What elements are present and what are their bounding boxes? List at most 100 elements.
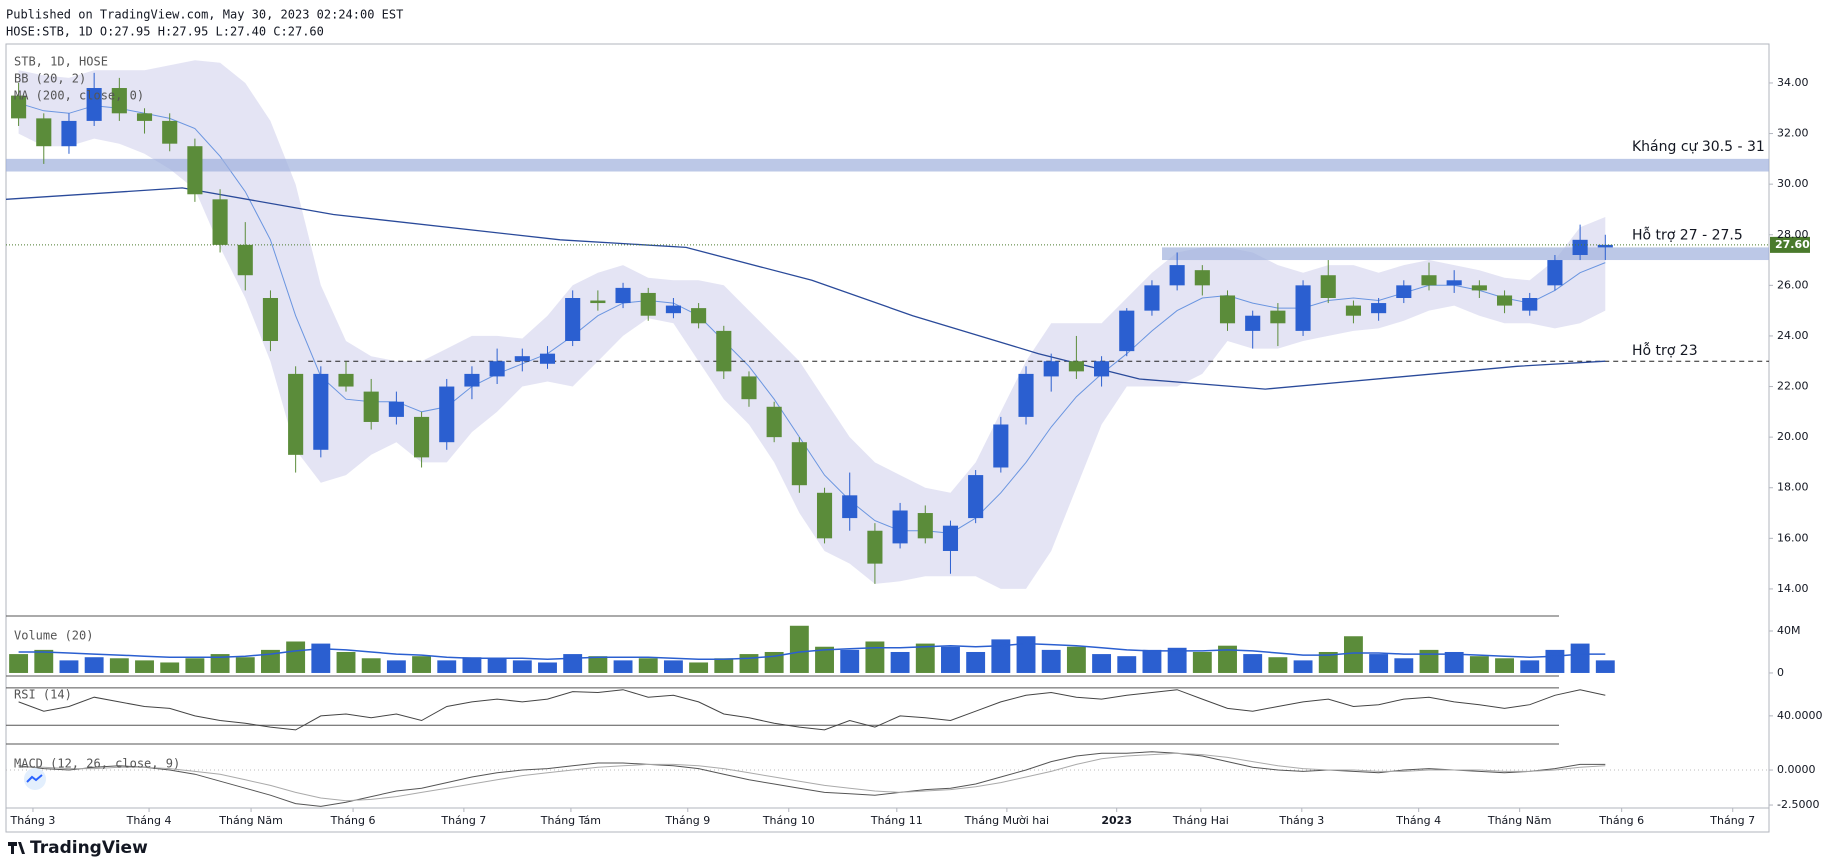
volume-bar	[210, 654, 230, 673]
volume-bar	[815, 646, 834, 673]
candle-body	[1245, 315, 1261, 331]
volume-bar	[1117, 656, 1137, 673]
candle-body	[288, 373, 304, 455]
volume-bar	[689, 662, 709, 673]
x-tick-label: Tháng 7	[1709, 814, 1755, 827]
y-tick-label: -2.5000	[1777, 798, 1819, 811]
volume-bar	[1469, 656, 1489, 673]
candle-body	[1119, 310, 1135, 352]
volume-bar	[261, 649, 280, 673]
zone-label: Hỗ trợ 27 - 27.5	[1632, 226, 1743, 243]
volume-bar	[890, 651, 910, 673]
candle-body	[36, 118, 52, 147]
candle-body	[640, 292, 656, 316]
candle-body	[942, 525, 959, 551]
x-tick-label: Tháng 9	[664, 814, 710, 827]
rsi-line	[18, 689, 1606, 731]
y-tick-label: 0.0000	[1777, 763, 1816, 776]
volume-bar	[840, 649, 860, 673]
y-tick-label: 14.00	[1777, 582, 1809, 595]
candle-body	[1094, 361, 1110, 377]
candle-body	[1068, 361, 1084, 372]
volume-bar	[235, 657, 255, 673]
volume-bar	[588, 656, 608, 673]
volume-bar	[865, 641, 885, 673]
candle-body	[565, 297, 581, 342]
candle-body	[136, 113, 153, 121]
candle-body	[590, 300, 606, 304]
y-tick-label: 32.00	[1777, 127, 1809, 140]
volume-bar	[638, 658, 658, 673]
volume-bar	[663, 660, 683, 673]
candle-body	[993, 424, 1009, 468]
x-tick-label: Tháng Tám	[540, 814, 601, 827]
candle-body	[464, 373, 480, 387]
volume-bar	[915, 643, 935, 673]
candle-body	[414, 416, 430, 458]
candle-body	[665, 305, 681, 314]
candle-body	[766, 406, 782, 438]
volume-bar	[59, 660, 79, 673]
candle-body	[1295, 285, 1311, 331]
bollinger-basis	[18, 102, 1606, 534]
volume-bar	[1595, 660, 1615, 673]
candle-body	[187, 146, 203, 195]
x-tick-label: 2023	[1101, 814, 1132, 827]
brand: TradingView	[30, 838, 148, 858]
x-tick-label: Tháng 10	[762, 814, 815, 827]
candle-body	[1597, 244, 1613, 248]
brand-icon	[8, 842, 25, 854]
candle-body	[212, 199, 228, 245]
volume-bar	[538, 662, 557, 673]
candle-body	[1421, 275, 1437, 286]
candle-body	[1043, 361, 1059, 377]
volume-bar	[789, 625, 809, 673]
x-tick-label: Tháng Mười hai	[964, 814, 1049, 827]
volume-bar	[336, 651, 356, 673]
candle-body	[1522, 297, 1538, 311]
candle-body	[1371, 303, 1387, 314]
volume-bar	[286, 641, 306, 673]
candle-body	[1396, 285, 1412, 298]
candle-body	[539, 353, 556, 364]
y-tick-label: 18.00	[1777, 481, 1809, 494]
pane-title: RSI (14)	[14, 688, 72, 702]
candle-body	[162, 120, 178, 144]
volume-bar	[1369, 654, 1389, 673]
volume-bar	[1016, 636, 1036, 673]
symbol-line: HOSE:STB, 1D O:27.95 H:27.95 L:27.40 C:2…	[6, 25, 324, 39]
candle-body	[1219, 295, 1236, 324]
candle-body	[1144, 285, 1160, 311]
published-line: Published on TradingView.com, May 30, 20…	[6, 8, 403, 22]
y-tick-label: 16.00	[1777, 531, 1809, 544]
volume-bar	[966, 651, 986, 673]
volume-bar	[613, 660, 633, 673]
volume-bar	[563, 654, 583, 673]
volume-bar	[1394, 658, 1414, 673]
candle-body	[1446, 280, 1462, 286]
volume-bar	[1092, 654, 1112, 673]
candle-body	[842, 495, 858, 519]
candle-body	[262, 297, 279, 342]
x-tick-label: Tháng Năm	[1487, 814, 1552, 827]
x-tick-label: Tháng 7	[440, 814, 486, 827]
legend-item: STB, 1D, HOSE	[14, 55, 108, 69]
volume-bar	[1495, 658, 1514, 673]
candle-body	[11, 95, 27, 119]
candle-body	[363, 391, 379, 422]
y-tick-label: 40.0000	[1777, 709, 1823, 722]
level-label: Hỗ trợ 23	[1632, 342, 1698, 359]
pane-title: Volume (20)	[14, 629, 93, 643]
volume-bar	[185, 658, 205, 673]
last-price-box	[1770, 236, 1810, 253]
y-tick-label: 26.00	[1777, 278, 1809, 291]
volume-bar	[1318, 651, 1338, 673]
candle-body	[1547, 260, 1563, 286]
pane-title: MACD (12, 26, close, 9)	[14, 757, 180, 771]
x-tick-label: Tháng Năm	[218, 814, 283, 827]
logo	[8, 768, 46, 854]
volume-bar	[1142, 649, 1162, 673]
volume-bar	[34, 649, 54, 673]
volume-ma	[18, 642, 1606, 661]
candle-body	[917, 513, 933, 539]
